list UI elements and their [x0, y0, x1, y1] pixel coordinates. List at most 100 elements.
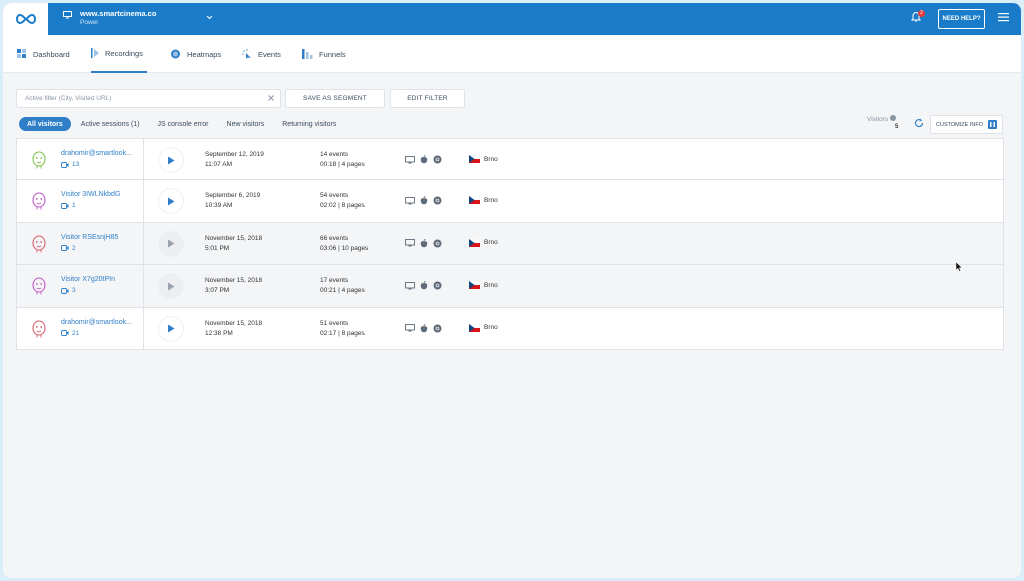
device-info: [405, 155, 442, 164]
main-nav: Dashboard Recordings Heatmaps Events: [3, 35, 1021, 73]
desktop-icon: [405, 196, 415, 205]
play-recording-button[interactable]: [159, 231, 183, 256]
table-row[interactable]: Visitor X7g20tPIn 3 November 15, 2018 3:…: [16, 265, 1004, 308]
customize-info-button[interactable]: CUSTOMIZE INFO: [930, 115, 1003, 134]
site-name: www.smartcinema.co: [80, 9, 157, 18]
czech-flag-icon: [469, 281, 480, 290]
visitors-label: Visitors: [867, 115, 897, 123]
location: Brno: [469, 238, 498, 247]
need-help-button[interactable]: NEED HELP?: [938, 9, 985, 29]
apple-icon: [420, 155, 428, 164]
video-camera-icon: [61, 161, 69, 168]
active-filter-input[interactable]: Active filter (City, Visited URL): [16, 89, 281, 108]
recordings-table: drahomir@smartlook... 13 September 12, 2…: [16, 138, 1004, 350]
chrome-icon: [433, 155, 442, 164]
recording-date-value: November 15, 2018: [205, 234, 263, 242]
table-row[interactable]: drahomir@smartlook... 21 November 15, 20…: [16, 307, 1004, 350]
nav-dashboard[interactable]: Dashboard: [17, 35, 70, 73]
device-info: [405, 238, 442, 248]
table-row[interactable]: Visitor 3IWLNkbdG 1 September 6, 2019 10…: [16, 180, 1004, 223]
visitor-avatar-icon: [32, 151, 46, 169]
hamburger-menu-icon[interactable]: [998, 12, 1009, 22]
tab-active-sessions[interactable]: Active sessions (1): [80, 120, 140, 128]
nav-recordings[interactable]: Recordings: [91, 35, 147, 73]
nav-heatmaps-label: Heatmaps: [187, 49, 222, 59]
play-recording-button[interactable]: [159, 148, 183, 172]
session-count-value: 3: [72, 287, 76, 295]
events-icon: [242, 49, 251, 59]
play-icon: [168, 282, 175, 291]
recording-date: November 15, 2018 5:01 PM: [205, 234, 262, 254]
czech-flag-icon: [469, 196, 480, 205]
session-count-value: 21: [72, 329, 80, 337]
recording-date-value: September 6, 2019: [205, 192, 261, 200]
device-info: [405, 281, 442, 290]
session-count: 1: [61, 202, 76, 209]
chrome-icon: [433, 239, 442, 248]
mouse-cursor-icon: [956, 262, 963, 272]
device-info: [405, 196, 442, 205]
info-icon: [890, 115, 897, 121]
save-as-segment-button[interactable]: SAVE AS SEGMENT: [285, 89, 385, 108]
visitor-name[interactable]: Visitor X7g20tPIn: [61, 276, 115, 284]
clear-filter-icon[interactable]: [267, 94, 275, 102]
filter-placeholder: Active filter (City, Visited URL): [25, 95, 112, 102]
play-icon: [168, 239, 175, 248]
events-count: 51 events: [320, 319, 349, 327]
table-row[interactable]: drahomir@smartlook... 13 September 12, 2…: [16, 138, 1004, 181]
city-name: Brno: [484, 196, 498, 204]
duration-pages: 03:06 | 10 pages: [320, 244, 369, 252]
tab-returning-visitors[interactable]: Returning visitors: [282, 120, 337, 128]
events-count: 54 events: [320, 192, 349, 200]
czech-flag-icon: [469, 238, 480, 247]
session-count: 21: [61, 330, 79, 337]
recording-stats: 51 events 02:17 | 8 pages: [320, 319, 365, 339]
visitor-avatar-icon: [32, 235, 46, 253]
tab-all-visitors[interactable]: All visitors: [19, 117, 71, 131]
visitor-avatar-icon: [32, 277, 46, 295]
play-recording-button[interactable]: [159, 189, 183, 214]
edit-filter-button[interactable]: EDIT FILTER: [390, 89, 465, 108]
smartlook-logo[interactable]: [3, 3, 48, 35]
chevron-down-icon[interactable]: [206, 15, 213, 20]
nav-events[interactable]: Events: [242, 35, 281, 73]
table-row[interactable]: Visitor RSEsnjH85 2 November 15, 2018 5:…: [16, 222, 1004, 266]
recording-time-value: 11:07 AM: [205, 161, 232, 168]
video-camera-icon: [61, 245, 69, 252]
notification-badge: 2: [918, 10, 925, 17]
apple-icon: [420, 281, 428, 290]
tab-js-console-error[interactable]: JS console error: [157, 120, 209, 128]
duration-pages: 02:02 | 8 pages: [320, 202, 365, 210]
visitor-name[interactable]: Visitor RSEsnjH85: [61, 233, 119, 241]
events-count: 66 events: [320, 234, 349, 242]
visitor-name[interactable]: drahomir@smartlook...: [61, 318, 132, 326]
recording-date: November 15, 2018 3:07 PM: [205, 276, 262, 296]
session-count: 13: [61, 161, 79, 168]
recording-time-value: 10:39 AM: [205, 202, 233, 210]
city-name: Brno: [484, 239, 498, 247]
recording-date-value: September 12, 2019: [205, 151, 264, 158]
top-bar: www.smartcinema.co Power 2 NEED HELP?: [3, 3, 1021, 35]
video-camera-icon: [61, 202, 69, 209]
nav-recordings-label: Recordings: [105, 48, 143, 58]
nav-events-label: Events: [258, 49, 281, 59]
video-camera-icon: [61, 287, 69, 294]
tab-new-visitors[interactable]: New visitors: [226, 120, 265, 128]
recording-stats: 66 events 03:06 | 10 pages: [320, 234, 368, 254]
play-recording-button[interactable]: [159, 274, 183, 299]
visitor-name[interactable]: drahomir@smartlook...: [61, 150, 132, 157]
dashboard-icon: [17, 49, 26, 58]
site-plan: Power: [80, 19, 99, 26]
project-selector[interactable]: www.smartcinema.co Power: [63, 9, 156, 27]
recording-date-value: November 15, 2018: [205, 319, 263, 327]
nav-heatmaps[interactable]: Heatmaps: [170, 35, 221, 73]
visitor-name[interactable]: Visitor 3IWLNkbdG: [61, 191, 121, 199]
refresh-icon[interactable]: [914, 118, 924, 128]
visitor-avatar-icon: [32, 320, 46, 338]
recording-time-value: 5:01 PM: [205, 244, 230, 252]
play-recording-button[interactable]: [159, 316, 183, 341]
nav-funnels[interactable]: Funnels: [302, 35, 346, 73]
device-info: [405, 323, 442, 333]
recording-date-value: November 15, 2018: [205, 277, 263, 285]
recording-time-value: 3:07 PM: [205, 287, 230, 295]
